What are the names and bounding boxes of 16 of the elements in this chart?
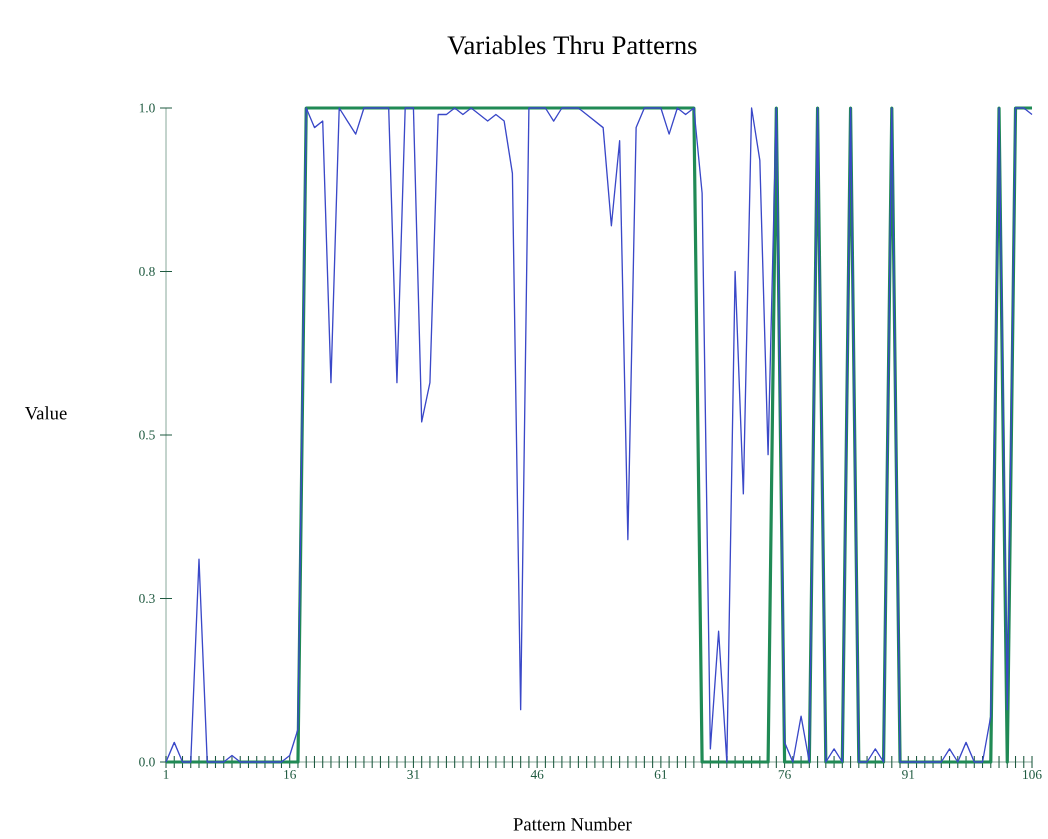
- y-tick-label: 0.5: [139, 430, 155, 440]
- x-tick-label: 91: [902, 770, 915, 779]
- x-tick-label: 31: [407, 770, 420, 779]
- y-tick-label: 1.0: [139, 103, 155, 113]
- x-tick-label: 76: [778, 770, 791, 779]
- chart-title: Variables Thru Patterns: [447, 35, 697, 55]
- y-tick-label: 0.3: [139, 593, 155, 604]
- x-tick-label: 16: [284, 770, 296, 779]
- y-tick-label: 0.8: [139, 266, 155, 277]
- x-tick-label: 46: [530, 770, 544, 779]
- x-tick-label: 61: [654, 770, 667, 779]
- x-axis-title: Pattern Number: [513, 817, 632, 831]
- y-tick-label: 0.0: [139, 757, 155, 767]
- x-tick-label: 1: [163, 770, 169, 779]
- y-axis-title: Value: [24, 406, 67, 420]
- x-tick-label: 106: [1023, 770, 1042, 780]
